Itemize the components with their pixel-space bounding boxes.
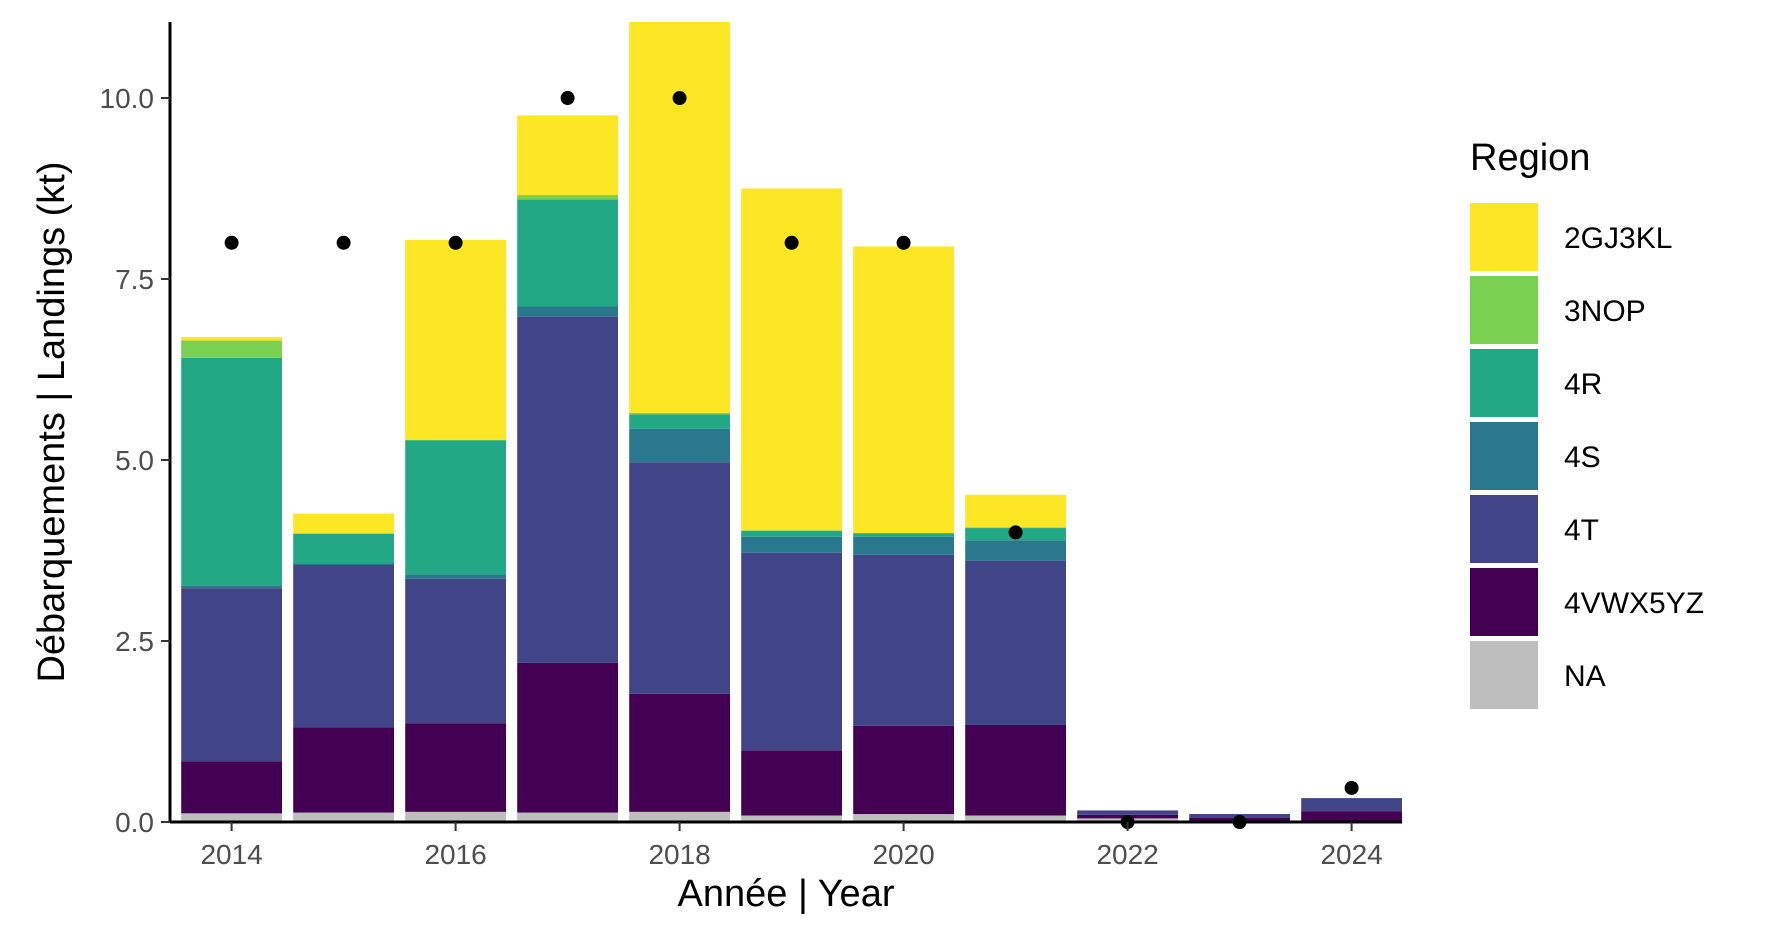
legend-key-NA: [1470, 641, 1538, 709]
y-tick-label: 0.0: [115, 807, 154, 838]
y-tick-label: 2.5: [115, 626, 154, 657]
bar-segment-4S-2016: [405, 574, 506, 579]
bar-segment-2GJ3KL-2014: [181, 336, 282, 341]
point-2017: [560, 91, 575, 106]
legend-key-4S: [1470, 422, 1538, 490]
point-2018: [672, 91, 687, 106]
x-tick-label: 2016: [424, 839, 486, 870]
x-axis-title: Année | Year: [678, 873, 895, 915]
bar-segment-4S-2018: [629, 428, 730, 463]
bar-segment-NA-2016: [405, 811, 506, 822]
legend-label-2GJ3KL: 2GJ3KL: [1564, 222, 1672, 255]
bar-segment-2GJ3KL-2015: [293, 513, 394, 534]
bar-segment-NA-2020: [853, 814, 954, 822]
point-2024: [1344, 780, 1359, 795]
legend-key-4VWX5YZ: [1470, 568, 1538, 636]
points-layer: [224, 91, 1359, 829]
bar-segment-4T-2020: [853, 554, 954, 726]
bar-segment-4T-2018: [629, 462, 730, 694]
y-axis-title: Débarquements | Landings (kt): [31, 161, 73, 682]
bar-segment-NA-2015: [293, 812, 394, 822]
bar-segment-4S-2014: [181, 585, 282, 589]
bar-segment-4S-2015: [293, 563, 394, 565]
bar-segment-4S-2021: [965, 540, 1066, 561]
bar-segment-4T-2016: [405, 578, 506, 724]
bar-segment-NA-2017: [517, 812, 618, 822]
bar-segment-4VWX5YZ-2021: [965, 724, 1066, 816]
bar-segment-4T-2022: [1077, 810, 1178, 815]
bar-segment-4VWX5YZ-2020: [853, 725, 954, 815]
legend-label-4R: 4R: [1564, 368, 1602, 401]
bar-segment-4VWX5YZ-2016: [405, 723, 506, 812]
bar-segment-NA-2014: [181, 813, 282, 822]
legend-label-3NOP: 3NOP: [1564, 295, 1646, 328]
y-tick-label: 5.0: [115, 445, 154, 476]
bar-segment-NA-2018: [629, 811, 730, 822]
legend-key-2GJ3KL: [1470, 203, 1538, 271]
legend-label-4S: 4S: [1564, 441, 1601, 474]
bar-segment-4S-2019: [741, 536, 842, 553]
legend: Region 2GJ3KL 3NOP 4R 4S 4T 4VWX5YZ NA: [1470, 137, 1704, 709]
bar-segment-4VWX5YZ-2019: [741, 750, 842, 816]
y-tick-label: 10.0: [100, 83, 155, 114]
bar-segment-4T-2021: [965, 560, 1066, 725]
legend-key-4R: [1470, 349, 1538, 417]
bar-segment-4VWX5YZ-2018: [629, 693, 730, 812]
bar-segment-3NOP-2018: [629, 412, 730, 415]
legend-title: Region: [1470, 137, 1590, 179]
bars-layer: [181, 22, 1402, 822]
bar-segment-4R-2019: [741, 530, 842, 537]
ticks: 0.0 2.5 5.0 7.5 10.0 2014 2016 2018 2020 2022 2024: [100, 83, 1383, 870]
bar-segment-3NOP-2019: [741, 530, 842, 531]
x-tick-label: 2022: [1096, 839, 1158, 870]
bar-segment-4VWX5YZ-2015: [293, 727, 394, 813]
legend-key-3NOP: [1470, 276, 1538, 344]
bar-segment-4S-2020: [853, 536, 954, 555]
bar-segment-4T-2015: [293, 564, 394, 728]
bar-segment-4VWX5YZ-2017: [517, 662, 618, 813]
bar-segment-4VWX5YZ-2014: [181, 761, 282, 814]
bar-segment-4R-2016: [405, 440, 506, 575]
bar-segment-3NOP-2015: [293, 533, 394, 534]
legend-key-4T: [1470, 495, 1538, 563]
bar-segment-3NOP-2014: [181, 340, 282, 358]
y-tick-label: 7.5: [115, 264, 154, 295]
x-tick-label: 2014: [200, 839, 262, 870]
bar-segment-4T-2019: [741, 552, 842, 751]
bar-segment-4T-2014: [181, 588, 282, 762]
axes: [168, 22, 1402, 824]
bar-segment-2GJ3KL-2016: [405, 239, 506, 440]
x-tick-label: 2024: [1320, 839, 1382, 870]
bar-segment-2GJ3KL-2021: [965, 494, 1066, 528]
bar-segment-3NOP-2017: [517, 195, 618, 200]
point-2014: [224, 235, 239, 250]
bar-segment-3NOP-2016: [405, 439, 506, 441]
bar-segment-4R-2017: [517, 199, 618, 307]
bar-segment-4T-2017: [517, 316, 618, 663]
legend-label-NA: NA: [1564, 660, 1606, 693]
point-2019: [784, 235, 799, 250]
bar-segment-NA-2019: [741, 815, 842, 822]
point-2020: [896, 235, 911, 250]
legend-label-4T: 4T: [1564, 514, 1599, 547]
bar-segment-4R-2018: [629, 414, 730, 429]
bar-segment-4T-2024: [1301, 798, 1402, 812]
bar-segment-4R-2014: [181, 357, 282, 586]
bar-segment-4R-2020: [853, 533, 954, 537]
bar-segment-4S-2017: [517, 306, 618, 317]
bar-segment-4VWX5YZ-2024: [1301, 811, 1402, 822]
bar-segment-2GJ3KL-2020: [853, 246, 954, 534]
bar-segment-NA-2021: [965, 815, 1066, 822]
x-tick-label: 2018: [648, 839, 710, 870]
bar-segment-2GJ3KL-2018: [629, 22, 730, 413]
point-2015: [336, 235, 351, 250]
legend-label-4VWX5YZ: 4VWX5YZ: [1564, 587, 1704, 620]
point-2021: [1008, 525, 1023, 540]
point-2016: [448, 235, 463, 250]
bar-segment-2GJ3KL-2017: [517, 115, 618, 196]
bar-segment-4R-2015: [293, 533, 394, 564]
x-tick-label: 2020: [872, 839, 934, 870]
